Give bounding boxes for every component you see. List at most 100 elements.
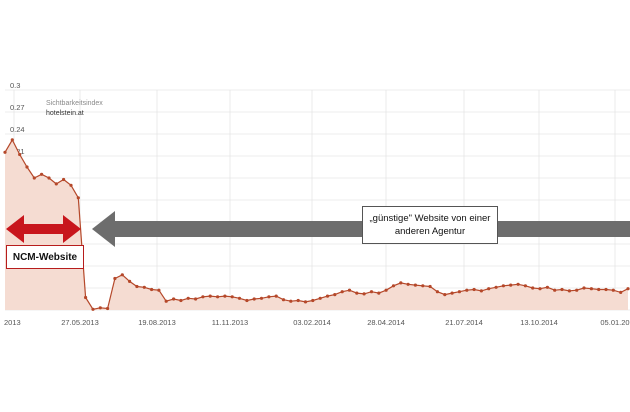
data-point: [457, 290, 461, 294]
data-point: [582, 286, 586, 290]
data-point: [443, 293, 447, 297]
data-point: [237, 296, 242, 300]
data-point: [32, 176, 36, 180]
data-point: [435, 290, 439, 294]
data-point: [523, 284, 528, 288]
x-axis-ticks: 2013 27.05.2013 19.08.2013 11.11.2013 03.02.…: [4, 318, 630, 327]
data-point: [377, 291, 381, 295]
data-point: [479, 289, 483, 293]
data-point: [252, 297, 256, 301]
data-point: [91, 307, 95, 311]
data-point: [186, 296, 190, 300]
data-point: [223, 294, 227, 298]
data-point: [450, 291, 454, 295]
data-point: [164, 299, 168, 303]
data-point: [604, 287, 608, 292]
data-point: [120, 273, 124, 277]
x-tick-label: 05.01.20: [600, 318, 629, 327]
data-point: [47, 176, 51, 180]
data-point: [384, 288, 388, 292]
data-point: [54, 182, 58, 186]
data-point: [201, 295, 205, 299]
data-point: [208, 294, 212, 298]
data-point: [611, 288, 615, 292]
data-point: [281, 298, 286, 302]
data-point: [553, 288, 557, 292]
data-point: [538, 287, 542, 291]
metric-label: Sichtbarkeitsindex: [46, 100, 103, 107]
domain-label: hotelstein.at: [46, 110, 84, 117]
data-point: [413, 283, 417, 287]
data-point: [589, 287, 594, 291]
data-point: [303, 300, 308, 304]
data-point: [135, 284, 139, 289]
data-point: [428, 284, 432, 289]
data-point: [399, 281, 403, 285]
data-point: [472, 287, 476, 292]
y-tick-label: 0.24: [10, 125, 25, 134]
data-point: [3, 150, 7, 154]
data-point: [150, 287, 154, 292]
data-point: [76, 196, 80, 200]
data-point: [494, 285, 498, 289]
data-point: [347, 288, 352, 292]
other-agency-arrow: [92, 211, 630, 247]
x-tick-label: 19.08.2013: [138, 318, 176, 327]
data-point: [355, 291, 359, 295]
x-tick-label: 2013: [4, 318, 21, 327]
data-point: [259, 296, 264, 300]
data-point: [406, 282, 410, 286]
data-point: [98, 306, 102, 310]
data-point: [501, 284, 505, 288]
data-point: [274, 294, 278, 298]
x-tick-label: 28.04.2014: [367, 318, 405, 327]
data-point: [531, 286, 535, 290]
data-point: [10, 138, 14, 142]
y-tick-label: 0.3: [10, 81, 20, 90]
data-point: [267, 295, 271, 299]
y-tick-label: 0.27: [10, 103, 25, 112]
data-point: [391, 284, 396, 288]
data-point: [157, 288, 161, 292]
x-tick-label: 11.11.2013: [212, 318, 248, 327]
data-point: [245, 298, 249, 303]
data-point: [194, 297, 198, 301]
data-point: [340, 290, 344, 294]
data-point: [626, 287, 630, 291]
data-point: [516, 282, 520, 286]
data-point: [69, 183, 73, 187]
data-point: [311, 298, 315, 303]
series-area: [5, 139, 628, 310]
x-tick-label: 27.05.2013: [61, 318, 99, 327]
data-point: [325, 294, 330, 298]
grid-lines: [5, 89, 630, 311]
data-point: [575, 288, 579, 292]
data-point: [18, 152, 22, 157]
data-point: [560, 287, 564, 292]
x-tick-label: 21.07.2014: [445, 318, 483, 327]
ncm-website-label: NCM-Website: [6, 245, 84, 269]
data-point: [25, 165, 29, 169]
x-tick-label: 13.10.2014: [520, 318, 558, 327]
data-point: [597, 287, 601, 292]
ncm-double-arrow: [6, 215, 81, 243]
data-point: [128, 279, 132, 283]
other-agency-callout: „günstige" Website von einer anderen Age…: [362, 206, 498, 244]
data-point: [369, 290, 374, 294]
data-point: [289, 299, 293, 303]
data-point: [545, 285, 550, 289]
data-point: [106, 306, 110, 311]
data-point: [179, 298, 183, 303]
data-point: [142, 285, 146, 289]
data-point: [40, 172, 44, 176]
data-point: [333, 293, 337, 297]
data-point: [84, 295, 88, 300]
series-points: [3, 138, 630, 311]
x-tick-label: 03.02.2014: [293, 318, 331, 327]
data-point: [509, 283, 513, 287]
data-point: [216, 295, 220, 299]
data-point: [465, 288, 469, 292]
data-point: [113, 276, 117, 281]
data-point: [296, 298, 300, 303]
